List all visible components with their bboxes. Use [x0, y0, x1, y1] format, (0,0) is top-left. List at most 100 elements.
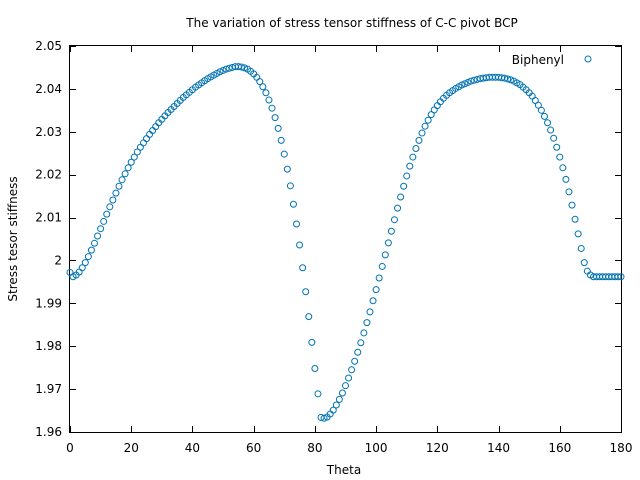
- data-point: [351, 357, 359, 365]
- y-tick-label: 2.03: [35, 125, 62, 139]
- data-point: [130, 153, 138, 161]
- data-point: [332, 401, 340, 409]
- data-point: [271, 114, 279, 122]
- data-point: [94, 232, 102, 240]
- data-point: [136, 143, 144, 151]
- data-point: [433, 102, 441, 110]
- data-point: [421, 122, 429, 130]
- data-point: [369, 297, 377, 305]
- y-tick-label: 2.04: [35, 82, 62, 96]
- data-point: [461, 80, 469, 88]
- data-point: [225, 64, 233, 72]
- data-point: [583, 267, 591, 275]
- data-point: [464, 78, 472, 86]
- data-point: [237, 63, 245, 71]
- data-point: [553, 143, 561, 151]
- data-point: [118, 176, 126, 184]
- data-point: [345, 374, 353, 382]
- x-tick-label: 180: [610, 441, 633, 455]
- data-point: [320, 414, 328, 422]
- data-point: [283, 165, 291, 173]
- data-point: [424, 116, 432, 124]
- data-point: [427, 111, 435, 119]
- y-axis-label: Stress tesor stiffness: [6, 176, 20, 301]
- data-point: [109, 196, 117, 204]
- data-point: [280, 150, 288, 158]
- data-point: [293, 220, 301, 228]
- data-point: [262, 89, 270, 97]
- legend-marker: [584, 55, 592, 63]
- y-tick-label: 1.97: [35, 382, 62, 396]
- y-tick-label: 1.99: [35, 296, 62, 310]
- x-tick-labels: 0 20 40 60 80 100 120 140 160 180: [66, 441, 632, 455]
- y-tick-label: 1.98: [35, 339, 62, 353]
- data-point: [277, 136, 285, 144]
- data-point: [378, 262, 386, 270]
- data-point: [366, 308, 374, 316]
- data-point: [259, 83, 267, 91]
- y-tick-label: 2.02: [35, 168, 62, 182]
- data-point: [296, 241, 304, 249]
- x-tick-label: 140: [487, 441, 510, 455]
- data-point: [387, 227, 395, 235]
- data-point: [577, 244, 585, 252]
- data-point: [617, 273, 625, 281]
- data-point: [265, 96, 273, 104]
- x-tick-label: 80: [307, 441, 322, 455]
- data-point: [305, 313, 313, 321]
- data-point: [614, 273, 622, 281]
- data-point: [430, 106, 438, 114]
- y-tick-label: 2.01: [35, 211, 62, 225]
- data-point: [112, 189, 120, 197]
- x-tick-label: 40: [185, 441, 200, 455]
- x-tick-label: 160: [548, 441, 571, 455]
- x-tick-label: 0: [66, 441, 74, 455]
- x-tick-label: 20: [124, 441, 139, 455]
- x-tick-label: 100: [365, 441, 388, 455]
- data-point: [90, 239, 98, 247]
- y-tick-labels: 1.96 1.97 1.98 1.99 2 2.01 2.02 2.03 2.04 2.05: [35, 39, 62, 439]
- data-point: [342, 382, 349, 390]
- data-point: [397, 193, 405, 201]
- data-point: [115, 182, 123, 190]
- data-point: [268, 104, 276, 112]
- data-point: [507, 76, 515, 84]
- data-point: [547, 126, 555, 134]
- data-point: [544, 119, 552, 127]
- data-point: [556, 153, 564, 161]
- data-point: [311, 365, 319, 373]
- y-tick-label: 1.96: [35, 425, 62, 439]
- data-point: [415, 136, 423, 144]
- data-point: [222, 65, 230, 73]
- data-point: [78, 264, 86, 272]
- y-tick-label: 2: [54, 253, 62, 267]
- data-point: [329, 406, 337, 414]
- data-point: [357, 339, 365, 347]
- data-point: [375, 274, 383, 282]
- data-point: [308, 338, 316, 346]
- data-point: [504, 75, 512, 83]
- data-point: [372, 286, 380, 294]
- data-point: [394, 204, 402, 212]
- data-point: [390, 216, 398, 224]
- data-point: [103, 210, 111, 218]
- data-point: [143, 135, 151, 143]
- data-point: [139, 139, 147, 147]
- data-point: [363, 319, 371, 327]
- data-point: [240, 64, 248, 72]
- data-point: [534, 101, 542, 109]
- data-point: [216, 68, 224, 76]
- data-point: [219, 66, 227, 74]
- data-point: [256, 78, 264, 86]
- data-point: [381, 251, 389, 259]
- data-point: [84, 253, 92, 261]
- data-point: [412, 145, 420, 152]
- data-point: [574, 230, 582, 238]
- data-point: [106, 203, 114, 211]
- data-point: [467, 77, 475, 85]
- legend-label: Biphenyl: [512, 53, 564, 67]
- data-point: [302, 288, 310, 296]
- data-point: [87, 246, 95, 254]
- data-point: [127, 158, 135, 166]
